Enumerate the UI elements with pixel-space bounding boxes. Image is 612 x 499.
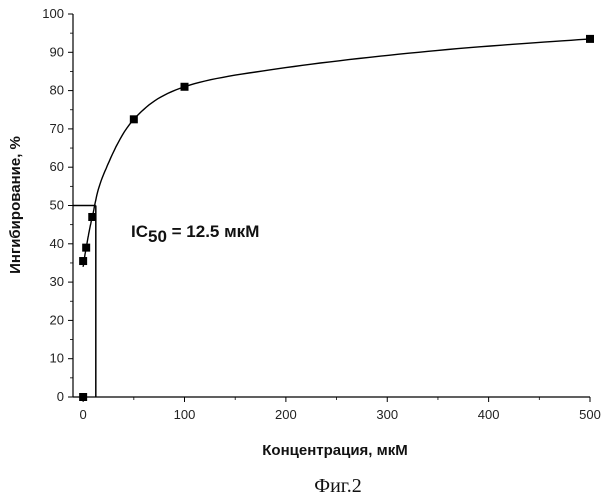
y-tick-label-20: 20 (50, 312, 64, 327)
y-tick-label-90: 90 (50, 44, 64, 59)
plot-axes (73, 14, 590, 397)
ic50-annotation-prefix: IC (131, 222, 148, 241)
x-axis-title: Концентрация, мкМ (262, 442, 407, 459)
data-point-3 (88, 213, 96, 221)
ic50-annotation-rest: = 12.5 мкМ (167, 222, 259, 241)
data-point-1 (79, 257, 87, 265)
x-tick-label-0: 0 (80, 407, 87, 422)
data-point-6 (586, 35, 594, 43)
y-tick-label-30: 30 (50, 274, 64, 289)
data-point-5 (181, 83, 189, 91)
tick-labels: 0 10 20 30 40 50 60 70 80 90 100 0 100 200 300 400 500 (42, 6, 601, 422)
figure-caption: Фиг.2 (314, 475, 361, 497)
x-tick-label-200: 200 (275, 407, 297, 422)
y-tick-label-60: 60 (50, 159, 64, 174)
x-tick-label-400: 400 (478, 407, 500, 422)
y-tick-label-40: 40 (50, 236, 64, 251)
tick-marks (68, 14, 590, 402)
y-axis-title: Ингибирование, % (7, 136, 24, 274)
x-tick-label-300: 300 (376, 407, 398, 422)
x-tick-label-500: 500 (579, 407, 601, 422)
y-tick-label-80: 80 (50, 83, 64, 98)
data-points (79, 35, 594, 401)
y-tick-label-50: 50 (50, 198, 64, 213)
ic50-annotation: IC50 = 12.5 мкМ (131, 222, 259, 246)
y-tick-label-100: 100 (42, 6, 64, 21)
ic50-annotation-subscript: 50 (148, 227, 167, 246)
y-tick-label-70: 70 (50, 121, 64, 136)
data-point-2 (82, 244, 90, 252)
y-tick-label-10: 10 (50, 351, 64, 366)
data-point-4 (130, 115, 138, 123)
y-tick-label-0: 0 (57, 389, 64, 404)
ic50-guide-lines (73, 206, 96, 398)
data-point-0 (79, 393, 87, 401)
x-tick-label-100: 100 (174, 407, 196, 422)
